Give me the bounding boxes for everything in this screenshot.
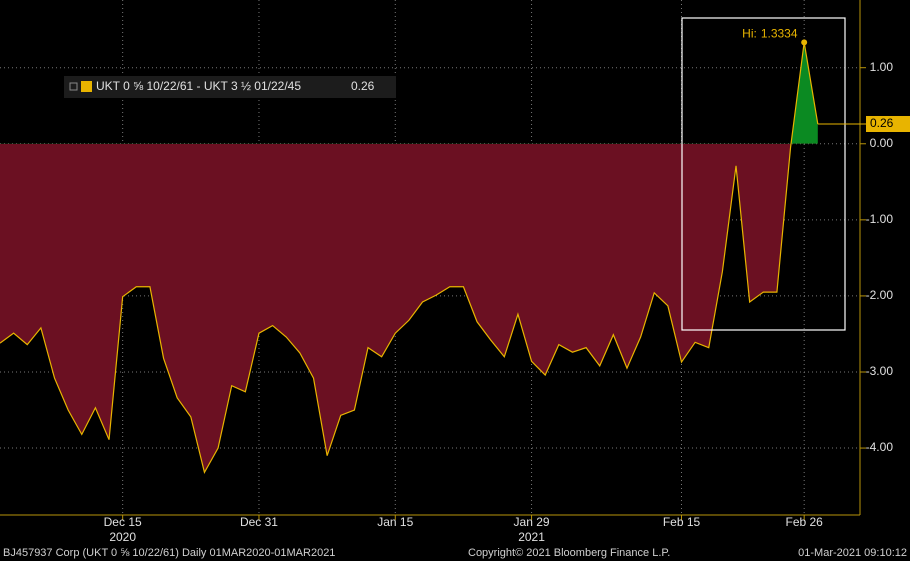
- high-marker: [801, 39, 808, 46]
- legend-text: UKT 0 ⅝ 10/22/61 - UKT 3 ½ 01/22/45: [96, 79, 301, 93]
- x-tick-label: Feb 26: [785, 515, 823, 529]
- highlight-box: [681, 17, 846, 331]
- legend-swatch: [81, 81, 92, 92]
- x-tick-label: Feb 15: [663, 515, 701, 529]
- legend-box: [64, 76, 396, 98]
- series-line: [0, 42, 819, 475]
- y-tick-label: 0.00: [870, 136, 894, 150]
- y-tick-label: 1.00: [870, 60, 894, 74]
- high-label-prefix: Hi:: [742, 27, 757, 41]
- footer-right: 01-Mar-2021 09:10:12: [798, 547, 907, 559]
- legend: UKT 0 ⅝ 10/22/61 - UKT 3 ½ 01/22/45 0.26: [64, 76, 396, 98]
- footer-center: Copyright© 2021 Bloomberg Finance L.P.: [468, 547, 670, 559]
- high-label-value: 1.3334: [761, 27, 798, 41]
- plot: [0, 42, 819, 475]
- y-tick-label: -2.00: [866, 288, 894, 302]
- legend-value: 0.26: [351, 79, 375, 93]
- area-negative: [0, 143, 792, 473]
- x-year-label: 2021: [518, 530, 545, 544]
- last-value-tag: [866, 115, 910, 132]
- high-label: Hi: 1.3334: [742, 27, 798, 41]
- last-value-label: 0.26: [870, 116, 894, 130]
- annotations: Hi: 1.3334 0.26: [742, 27, 910, 132]
- x-tick-label: Jan 15: [377, 515, 413, 529]
- legend-toggle: [69, 82, 78, 91]
- x-year-label: 2020: [109, 530, 136, 544]
- y-tick-label: -3.00: [866, 364, 894, 378]
- x-tick-label: Dec 31: [240, 515, 278, 529]
- y-tick-label: -4.00: [866, 440, 894, 454]
- x-tick-label: Dec 15: [104, 515, 142, 529]
- footer-left: BJ457937 Corp (UKT 0 ⅝ 10/22/61) Daily 0…: [3, 547, 335, 559]
- y-tick-label: -1.00: [866, 212, 894, 226]
- x-tick-label: Jan 29: [514, 515, 550, 529]
